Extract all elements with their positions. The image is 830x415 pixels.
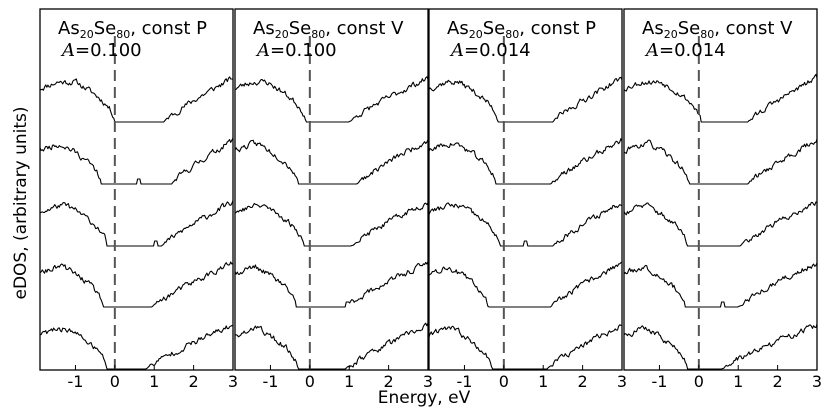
title-part: As: [642, 18, 664, 39]
panel-parameter: A=0.100: [255, 40, 337, 61]
panel-frame: [623, 8, 818, 371]
panel-title: As20Se80, const P: [58, 18, 207, 41]
x-tick-label: 0: [305, 372, 315, 391]
title-subscript: 20: [80, 28, 94, 41]
title-part: As: [447, 18, 469, 39]
title-part: As: [253, 18, 275, 39]
edos-trace: [623, 138, 818, 185]
parameter-symbol: A: [449, 40, 464, 61]
title-part: , const V: [714, 18, 793, 39]
edos-trace: [428, 138, 623, 185]
title-part: , const V: [325, 18, 404, 39]
title-subscript: 20: [664, 28, 678, 41]
edos-trace: [234, 261, 429, 308]
title-part: Se: [483, 18, 506, 39]
edos-trace: [234, 202, 429, 247]
title-subscript: 80: [505, 28, 519, 41]
x-tick-label: 1: [733, 372, 743, 391]
title-part: Se: [94, 18, 117, 39]
panel-title: As20Se80, const V: [642, 18, 793, 41]
panel-title: As20Se80, const V: [253, 18, 404, 41]
edos-trace: [39, 261, 234, 308]
x-tick-label: 0: [694, 372, 704, 391]
x-tick-label: 2: [189, 372, 199, 391]
y-axis-label: eDOS, (arbitrary units): [11, 106, 31, 299]
x-tick-label: 3: [617, 372, 627, 391]
parameter-symbol: A: [644, 40, 659, 61]
edos-trace: [234, 322, 429, 370]
panel-parameter: A=0.014: [644, 40, 726, 61]
x-tick-label: 3: [812, 372, 822, 391]
x-tick-label: -1: [262, 372, 278, 391]
edos-trace: [623, 323, 818, 370]
title-part: As: [58, 18, 80, 39]
x-tick-label: 0: [499, 372, 509, 391]
x-tick-label: -1: [651, 372, 667, 391]
edos-trace: [623, 73, 818, 123]
title-subscript: 80: [116, 28, 130, 41]
x-tick-label: 1: [538, 372, 548, 391]
x-tick-label: 3: [423, 372, 433, 391]
title-part: Se: [678, 18, 701, 39]
parameter-value: =0.100: [75, 40, 142, 61]
edos-trace: [428, 261, 623, 308]
title-subscript: 20: [275, 28, 289, 41]
edos-trace: [428, 76, 623, 123]
title-subscript: 80: [311, 28, 325, 41]
parameter-value: =0.014: [659, 40, 726, 61]
edos-trace: [39, 137, 234, 185]
parameter-symbol: A: [255, 40, 270, 61]
parameter-value: =0.100: [270, 40, 337, 61]
x-tick-label: 1: [344, 372, 354, 391]
parameter-value: =0.014: [464, 40, 531, 61]
edos-trace: [623, 262, 818, 308]
title-part: Se: [289, 18, 312, 39]
panel-frame: [39, 8, 234, 371]
x-axis-label: Energy, eV: [378, 388, 471, 408]
panel-frame: [234, 8, 429, 371]
edos-trace: [428, 202, 623, 247]
x-tick-label: 2: [773, 372, 783, 391]
edos-trace: [39, 200, 234, 247]
parameter-symbol: A: [60, 40, 75, 61]
x-tick-label: 3: [228, 372, 238, 391]
panel-parameter: A=0.014: [449, 40, 531, 61]
panel-title: As20Se80, const P: [447, 18, 596, 41]
edos-trace: [39, 324, 234, 370]
title-part: , const P: [519, 18, 596, 39]
title-part: , const P: [130, 18, 207, 39]
x-tick-label: 1: [149, 372, 159, 391]
panel-frame: [428, 8, 623, 371]
title-subscript: 80: [700, 28, 714, 41]
x-tick-label: -1: [456, 372, 472, 391]
x-tick-label: 0: [110, 372, 120, 391]
edos-trace: [428, 324, 623, 370]
x-tick-label: 2: [578, 372, 588, 391]
edos-trace: [234, 139, 429, 185]
edos-trace: [623, 201, 818, 247]
x-tick-label: -1: [67, 372, 83, 391]
title-subscript: 20: [469, 28, 483, 41]
edos-trace: [39, 76, 234, 123]
x-tick-label: 2: [384, 372, 394, 391]
panel-parameter: A=0.100: [60, 40, 142, 61]
edos-trace: [234, 76, 429, 123]
